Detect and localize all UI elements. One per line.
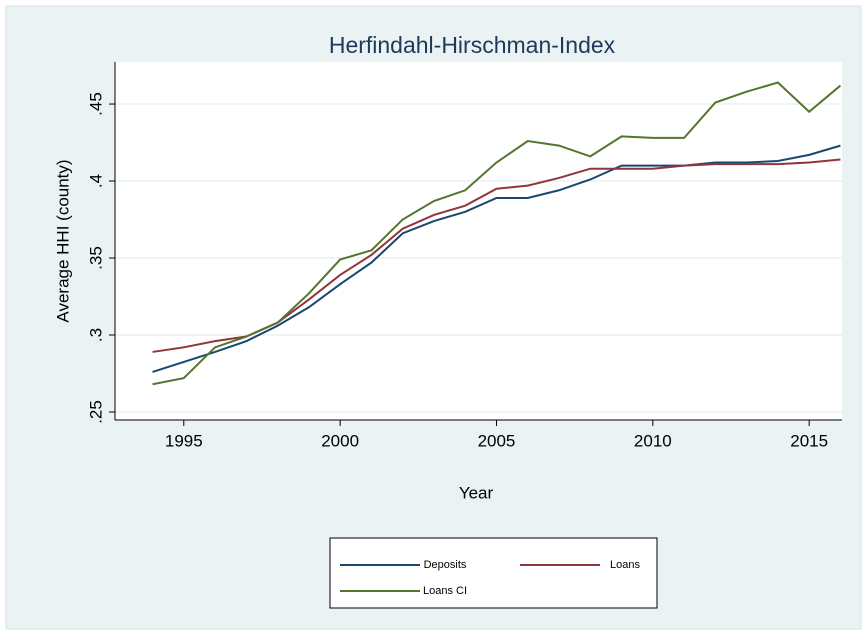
y-axis-title: Average HHI (county) <box>53 159 72 322</box>
y-tick-label: .45 <box>86 92 105 116</box>
line-series <box>152 144 841 373</box>
x-tick-label: 1995 <box>165 431 203 450</box>
legend-label: Loans <box>610 559 640 571</box>
plot-region <box>115 62 842 420</box>
y-tick-label: .4 <box>86 174 105 188</box>
y-tick-label: .25 <box>86 400 105 424</box>
chart-title: Herfindahl-Hirschman-Index <box>329 32 616 58</box>
line-series <box>152 81 842 386</box>
x-tick-label: 2000 <box>321 431 359 450</box>
y-tick-label: .3 <box>86 328 105 342</box>
legend-label: Loans CI <box>423 585 467 597</box>
y-tick-label: .35 <box>86 246 105 270</box>
legend-label: Deposits <box>424 559 467 571</box>
x-tick-label: 2005 <box>478 431 516 450</box>
x-axis-title: Year <box>459 483 494 502</box>
x-tick-label: 2015 <box>790 431 828 450</box>
legend <box>329 537 658 609</box>
x-tick-label: 2010 <box>634 431 672 450</box>
